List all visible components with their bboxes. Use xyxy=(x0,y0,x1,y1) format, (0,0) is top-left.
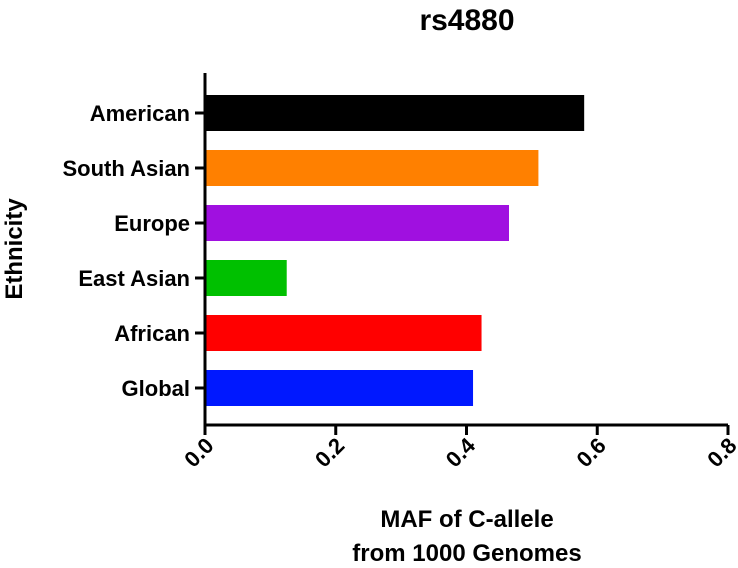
x-tick-label: 0.6 xyxy=(571,433,610,472)
y-axis-title: Ethnicity xyxy=(1,198,28,300)
bar-american xyxy=(205,95,585,131)
category-label-east-asian: East Asian xyxy=(78,266,190,291)
category-label-american: American xyxy=(90,101,190,126)
x-tick-label: 0.4 xyxy=(441,432,481,472)
bars-group xyxy=(205,95,585,406)
bar-african xyxy=(205,315,482,351)
category-labels: American South Asian Europe East Asian Afric… xyxy=(62,101,190,401)
x-axis-title-line2: from 1000 Genomes xyxy=(352,540,581,567)
bar-south-asian xyxy=(205,150,539,186)
category-label-african: African xyxy=(114,321,190,346)
x-tick-label: 0.8 xyxy=(702,433,738,472)
x-tick-label: 0.2 xyxy=(310,433,349,472)
x-ticks xyxy=(203,425,730,435)
bar-east-asian xyxy=(205,260,287,296)
category-label-europe: Europe xyxy=(114,211,190,236)
bar-global xyxy=(205,370,474,406)
y-ticks xyxy=(195,111,205,390)
x-axis-title-line1: MAF of C-allele xyxy=(380,506,553,533)
x-tick-labels: 0.0 0.2 0.4 0.6 0.8 xyxy=(179,432,738,472)
x-tick-label: 0.0 xyxy=(179,433,218,472)
category-label-global: Global xyxy=(122,376,190,401)
category-label-south-asian: South Asian xyxy=(62,156,190,181)
bar-europe xyxy=(205,205,509,241)
chart-title: rs4880 xyxy=(419,4,514,37)
